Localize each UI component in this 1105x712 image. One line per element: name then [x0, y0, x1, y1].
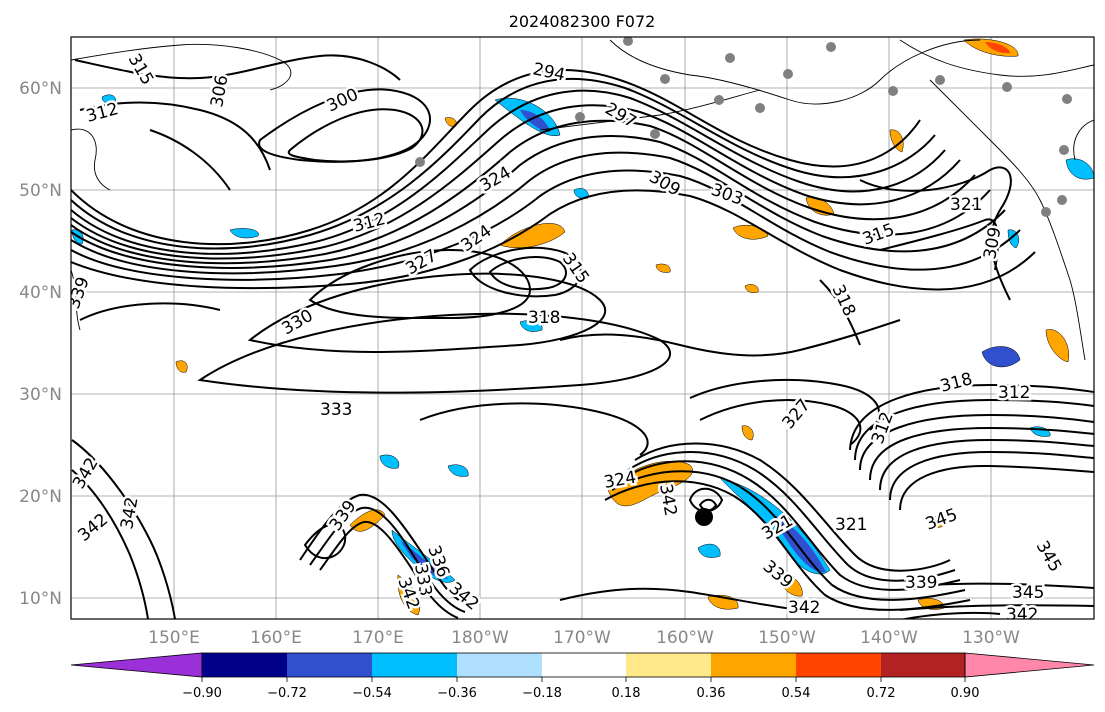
lon-tick-label: 150°E	[148, 628, 200, 648]
lat-tick-label: 10°N	[19, 589, 62, 609]
colorbar-segment	[881, 653, 965, 677]
contour-label: 342	[1006, 605, 1038, 625]
colorbar-segment	[711, 653, 796, 677]
contour-label: 333	[320, 400, 352, 420]
lon-tick-label: 130°W	[962, 628, 1020, 648]
map-area	[71, 37, 1094, 619]
contour-label: 345	[1012, 583, 1044, 603]
lon-tick-label: 150°W	[758, 628, 816, 648]
colorbar: −0.90 −0.72 −0.54 −0.36 −0.18 0.18 0.36 …	[70, 652, 1095, 701]
colorbar-low-extension	[70, 652, 203, 678]
colorbar-tick-label: −0.36	[437, 686, 477, 701]
contour-label: 342	[788, 598, 820, 618]
lat-tick-label: 60°N	[19, 79, 62, 99]
colorbar-tick-label: 0.18	[612, 686, 641, 701]
coastlines	[71, 39, 1094, 361]
lat-tick-label: 50°N	[19, 181, 62, 201]
contour-label: 339	[905, 573, 937, 593]
lon-tick-label: 170°E	[352, 628, 404, 648]
colorbar-segment	[202, 653, 287, 677]
colorbar-tick-label: −0.54	[352, 686, 392, 701]
lat-tick-label: 40°N	[19, 283, 62, 303]
station-markers	[415, 37, 1072, 217]
colorbar-ticks	[201, 677, 966, 682]
lon-tick-label: 160°W	[656, 628, 714, 648]
lon-tick-label: 180°W	[451, 628, 509, 648]
map-title: 2024082300 F072	[509, 12, 656, 31]
storm-center-marker	[695, 508, 713, 526]
colorbar-tick-label: 0.72	[867, 686, 896, 701]
contour-label: 321	[835, 515, 867, 535]
colorbar-segment	[626, 653, 711, 677]
colorbar-segment	[372, 653, 457, 677]
contour-label: 321	[950, 195, 982, 215]
contour-label: 312	[998, 383, 1030, 403]
colorbar-tick-label: 0.90	[951, 686, 980, 701]
colorbar-high-extension	[964, 652, 1095, 678]
colorbar-tick-label: −0.90	[182, 686, 222, 701]
colorbar-tick-label: −0.18	[522, 686, 562, 701]
contour-label: 318	[528, 308, 560, 328]
colorbar-tick-label: −0.72	[267, 686, 307, 701]
colorbar-tick-label: 0.36	[697, 686, 726, 701]
colorbar-tick-label: 0.54	[782, 686, 811, 701]
map-frame	[70, 36, 1095, 620]
colorbar-segment	[796, 653, 881, 677]
colorbar-segment	[287, 653, 372, 677]
colorbar-segment	[542, 653, 626, 677]
latitude-axis: 60°N 50°N 40°N 30°N 20°N 10°N	[19, 79, 62, 609]
lat-tick-label: 30°N	[19, 385, 62, 405]
lat-tick-label: 20°N	[19, 487, 62, 507]
longitude-axis: 150°E 160°E 170°E 180°W 170°W 160°W 150°…	[148, 628, 1020, 648]
contour-lines	[71, 54, 1094, 619]
lon-tick-label: 170°W	[553, 628, 611, 648]
lon-tick-label: 160°E	[250, 628, 302, 648]
lon-tick-label: 140°W	[860, 628, 918, 648]
colorbar-segment	[457, 653, 542, 677]
colorbar-frame	[201, 652, 966, 678]
